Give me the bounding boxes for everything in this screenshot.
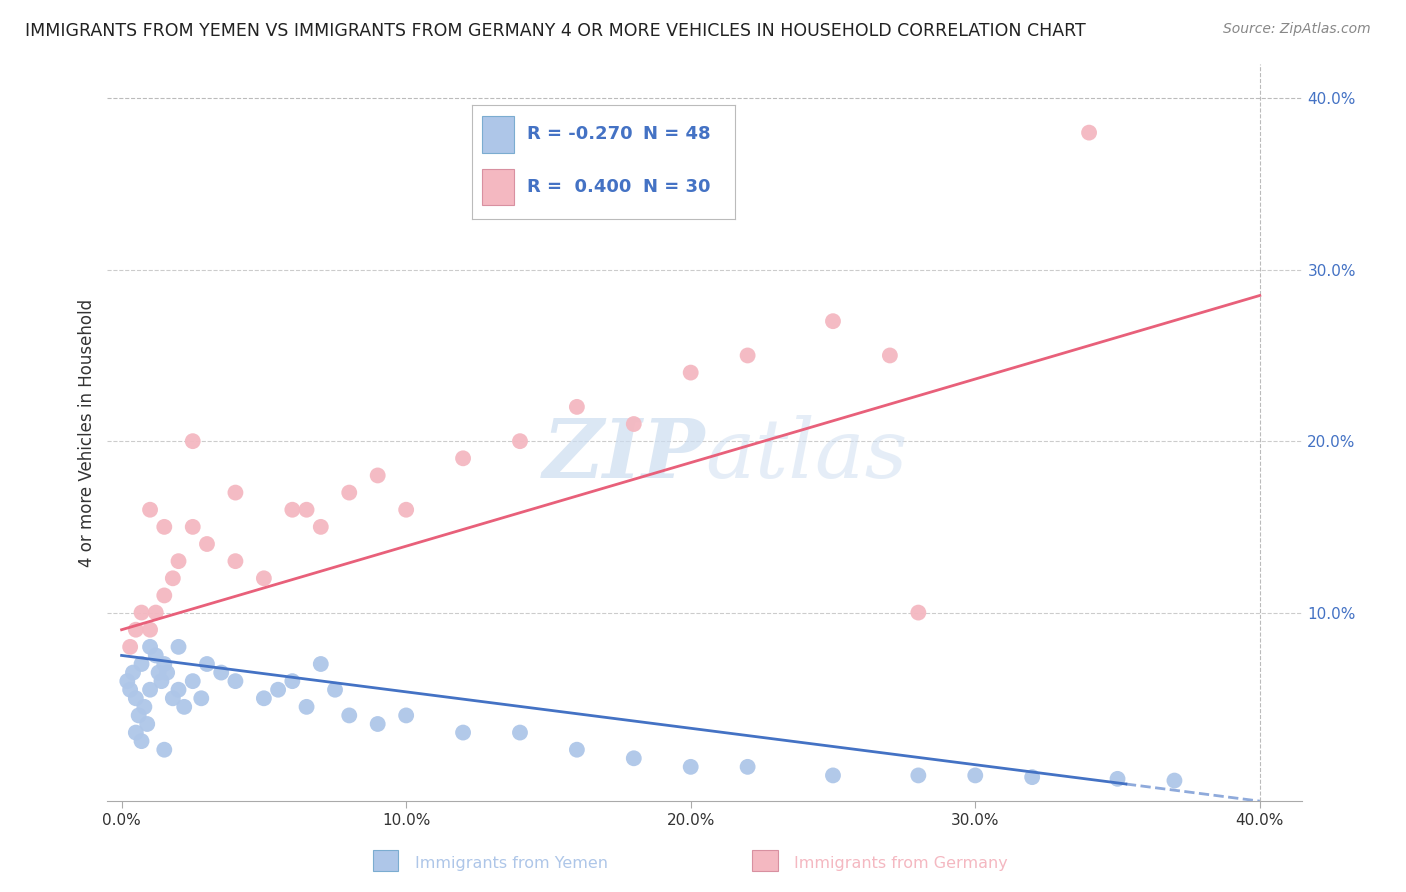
- Text: Immigrants from Yemen: Immigrants from Yemen: [415, 856, 607, 871]
- Point: [209, 665, 232, 680]
- Point: [128, 708, 150, 723]
- Point: [1021, 770, 1043, 784]
- Point: [167, 554, 190, 568]
- Point: [224, 554, 246, 568]
- Point: [679, 366, 702, 380]
- Point: [153, 589, 176, 603]
- Point: [821, 314, 844, 328]
- Point: [367, 468, 389, 483]
- Point: [195, 657, 218, 671]
- Point: [509, 725, 531, 739]
- Point: [181, 674, 204, 689]
- Point: [565, 400, 588, 414]
- Point: [153, 520, 176, 534]
- Point: [309, 520, 332, 534]
- Point: [120, 640, 142, 654]
- Point: [153, 657, 176, 671]
- Point: [139, 502, 162, 516]
- Point: [173, 699, 195, 714]
- Point: [162, 571, 184, 585]
- Point: [1107, 772, 1129, 786]
- Point: [224, 485, 246, 500]
- Text: ZIP: ZIP: [543, 415, 704, 495]
- Point: [167, 682, 190, 697]
- Point: [167, 640, 190, 654]
- Point: [145, 606, 167, 620]
- Point: [281, 674, 304, 689]
- Point: [139, 682, 162, 697]
- Point: [337, 708, 360, 723]
- Point: [181, 434, 204, 449]
- Point: [737, 760, 759, 774]
- Text: IMMIGRANTS FROM YEMEN VS IMMIGRANTS FROM GERMANY 4 OR MORE VEHICLES IN HOUSEHOLD: IMMIGRANTS FROM YEMEN VS IMMIGRANTS FROM…: [25, 22, 1085, 40]
- Point: [295, 502, 318, 516]
- Point: [122, 665, 145, 680]
- Point: [134, 699, 156, 714]
- Point: [156, 665, 179, 680]
- Point: [131, 734, 153, 748]
- Point: [323, 682, 346, 697]
- Point: [125, 691, 148, 706]
- Text: Source: ZipAtlas.com: Source: ZipAtlas.com: [1223, 22, 1371, 37]
- Point: [125, 725, 148, 739]
- Point: [737, 348, 759, 362]
- Point: [395, 708, 418, 723]
- Text: atlas: atlas: [704, 415, 907, 495]
- Point: [162, 691, 184, 706]
- Point: [195, 537, 218, 551]
- Point: [267, 682, 290, 697]
- Point: [153, 742, 176, 756]
- Point: [253, 571, 276, 585]
- Point: [139, 623, 162, 637]
- Text: Immigrants from Germany: Immigrants from Germany: [794, 856, 1008, 871]
- Point: [623, 417, 645, 431]
- Point: [623, 751, 645, 765]
- Point: [821, 768, 844, 782]
- Point: [190, 691, 212, 706]
- Point: [565, 742, 588, 756]
- Point: [907, 768, 929, 782]
- Point: [309, 657, 332, 671]
- Point: [125, 623, 148, 637]
- Point: [131, 606, 153, 620]
- Point: [879, 348, 901, 362]
- Point: [1163, 773, 1185, 788]
- Point: [139, 640, 162, 654]
- Point: [181, 520, 204, 534]
- Y-axis label: 4 or more Vehicles in Household: 4 or more Vehicles in Household: [79, 299, 96, 566]
- Point: [150, 674, 173, 689]
- Point: [451, 725, 474, 739]
- Point: [907, 606, 929, 620]
- Point: [120, 682, 142, 697]
- Point: [224, 674, 246, 689]
- Point: [295, 699, 318, 714]
- Point: [1078, 126, 1101, 140]
- Point: [131, 657, 153, 671]
- Point: [395, 502, 418, 516]
- Point: [451, 451, 474, 466]
- Point: [337, 485, 360, 500]
- Point: [253, 691, 276, 706]
- Point: [679, 760, 702, 774]
- Point: [136, 717, 159, 731]
- Point: [117, 674, 139, 689]
- Point: [145, 648, 167, 663]
- Point: [965, 768, 987, 782]
- Point: [509, 434, 531, 449]
- Point: [281, 502, 304, 516]
- Point: [148, 665, 170, 680]
- Point: [367, 717, 389, 731]
